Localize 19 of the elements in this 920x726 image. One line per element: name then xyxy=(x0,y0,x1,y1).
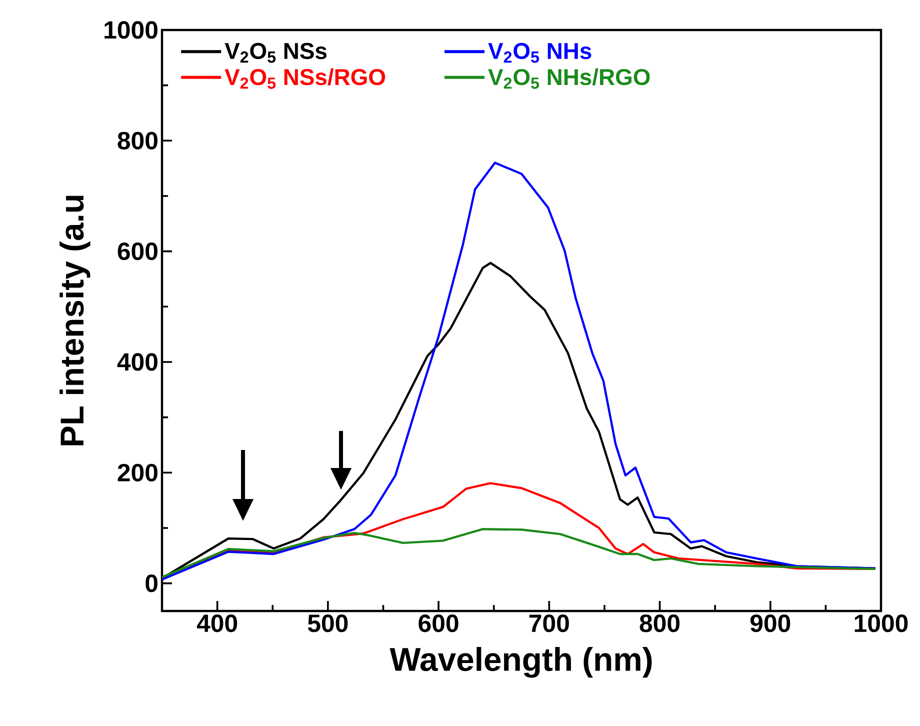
x-tick-label: 1000 xyxy=(854,614,908,632)
y-tick-label: 600 xyxy=(118,242,158,260)
x-axis-title: Wavelength (nm) xyxy=(390,646,652,678)
x-tick-label: 900 xyxy=(750,614,790,632)
x-tick-label: 500 xyxy=(308,614,348,632)
y-axis-title: PL intensity (a.u xyxy=(60,196,90,446)
y-tick-label: 1000 xyxy=(104,21,158,39)
y-tick-label: 400 xyxy=(117,353,158,371)
legend-label: V$_{2}$O$_{5}$ NSs/RGO xyxy=(224,68,386,89)
legend-label: V$_{2}$O$_{5}$ NSs xyxy=(224,42,327,63)
y-tick-label: 0 xyxy=(146,574,158,592)
x-tick-label: 700 xyxy=(529,614,569,632)
x-tick-label: 800 xyxy=(640,614,680,632)
legend-label: V$_{2}$O$_{5}$ NHs/RGO xyxy=(488,68,650,89)
y-tick-label: 800 xyxy=(118,132,158,150)
legend-label: V$_{2}$O$_{5}$ NHs xyxy=(488,42,592,63)
x-tick-label: 400 xyxy=(196,614,238,632)
y-tick-label: 200 xyxy=(118,464,158,482)
x-tick-label: 600 xyxy=(418,614,458,632)
